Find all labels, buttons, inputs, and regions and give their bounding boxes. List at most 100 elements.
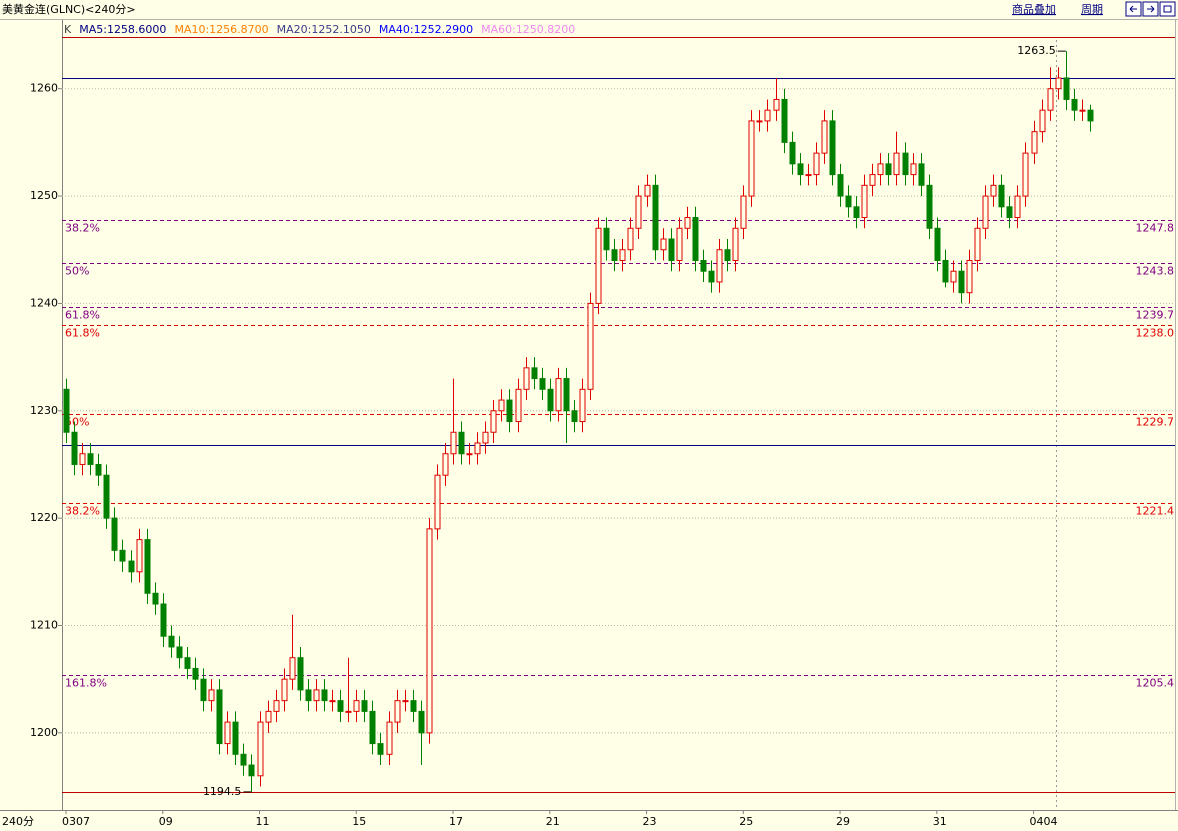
candle-body (1047, 88, 1054, 111)
candle-body (684, 217, 691, 229)
candle-body (200, 678, 207, 702)
y-tick-label: 1200 (30, 726, 58, 739)
candle-body (136, 539, 143, 573)
period-button[interactable]: 周期 (1081, 3, 1103, 16)
candle-body (571, 410, 578, 423)
candle-body (144, 539, 151, 594)
candle-body (587, 302, 594, 390)
candle-body (1014, 195, 1021, 219)
legend-entry: MA20:1252.1050 (277, 23, 371, 36)
candle-body (232, 721, 239, 755)
candle-body (893, 152, 900, 176)
legend-entry: MA40:1252.2900 (379, 23, 473, 36)
candle-body (619, 249, 626, 261)
candle-body (563, 378, 570, 412)
nav-right-icon (1147, 5, 1155, 13)
candle-body (716, 249, 723, 283)
candle-body (1079, 109, 1086, 112)
fib-level-value: 1239.7 (1136, 309, 1175, 322)
candle-body (119, 549, 126, 562)
fib-level-name: 50% (65, 416, 89, 429)
candle-body (87, 453, 94, 465)
candle-body (1087, 109, 1094, 122)
candle-body (321, 689, 328, 702)
x-tick-label: 11 (256, 815, 270, 828)
candle-body (869, 174, 876, 186)
x-tick-label: 23 (643, 815, 657, 828)
candle-body (861, 184, 868, 219)
candle-body (740, 195, 747, 229)
candle-body (958, 270, 965, 294)
fib-level-name: 38.2% (65, 505, 100, 518)
candle-body (595, 227, 602, 304)
candle-body (748, 120, 755, 197)
candle-body (482, 431, 489, 444)
candle-body (764, 109, 771, 122)
candle-body (289, 657, 296, 680)
candle-body (692, 217, 699, 261)
candle-body (1055, 77, 1062, 90)
candle-body (305, 689, 312, 702)
candle-body (885, 163, 892, 176)
candle-body (490, 410, 497, 433)
candle-body (71, 431, 78, 465)
candle-body (442, 453, 449, 476)
candle-body (539, 378, 546, 390)
candle-body (966, 259, 973, 294)
candle-body (797, 163, 804, 176)
candle-body (176, 646, 183, 659)
candle-body (918, 163, 925, 186)
candle-body (813, 152, 820, 176)
candle-body (724, 249, 731, 261)
candle-body (789, 141, 796, 165)
candle-body (635, 195, 642, 229)
candle-body (708, 270, 715, 283)
candle-body (353, 700, 360, 712)
fib-level-value: 1238.0 (1136, 327, 1175, 340)
x-tick-label: 25 (739, 815, 753, 828)
candle-body (515, 388, 522, 423)
candle-body (926, 184, 933, 229)
candle-body (337, 700, 344, 712)
fib-level-value: 1243.8 (1136, 265, 1175, 278)
legend-entry: K (64, 23, 72, 36)
candle-body (216, 689, 223, 745)
candle-body (361, 700, 368, 712)
candle-body (111, 517, 118, 551)
candle-body (652, 184, 659, 251)
candle-body (63, 388, 70, 433)
overlay-button[interactable]: 商品叠加 (1012, 2, 1056, 16)
candle-body (627, 227, 634, 251)
x-tick-label: 29 (836, 815, 850, 828)
candle-body (273, 700, 280, 712)
candle-body (466, 453, 473, 456)
y-tick-label: 1240 (30, 296, 58, 309)
candle-body (756, 120, 763, 123)
indicator-legend: K MA5:1258.6000 MA10:1256.8700 MA20:1252.10… (64, 23, 575, 36)
candle-body (660, 238, 667, 251)
candle-body (998, 184, 1005, 208)
candle-body (611, 249, 618, 261)
candle-body (974, 227, 981, 261)
candle-body (1022, 152, 1029, 197)
candle-body (418, 710, 425, 734)
candle-body (160, 603, 167, 637)
candle-body (1039, 109, 1046, 133)
candle-body (208, 689, 215, 702)
candle-body (950, 270, 957, 283)
y-tick-label: 1250 (30, 189, 58, 202)
fib-level-value: 1247.8 (1136, 222, 1175, 235)
candle-body (1071, 98, 1078, 111)
candle-body (547, 388, 554, 412)
candle-body (982, 195, 989, 229)
candle-body (369, 710, 376, 745)
y-tick-label: 1220 (30, 511, 58, 524)
candle-body (248, 764, 255, 777)
candle-body (506, 399, 513, 423)
candle-body (902, 152, 909, 176)
candle-body (386, 721, 393, 755)
candle-body (377, 743, 384, 755)
fib-level-value: 1229.7 (1136, 416, 1175, 429)
nav-restore[interactable] (1159, 1, 1176, 17)
